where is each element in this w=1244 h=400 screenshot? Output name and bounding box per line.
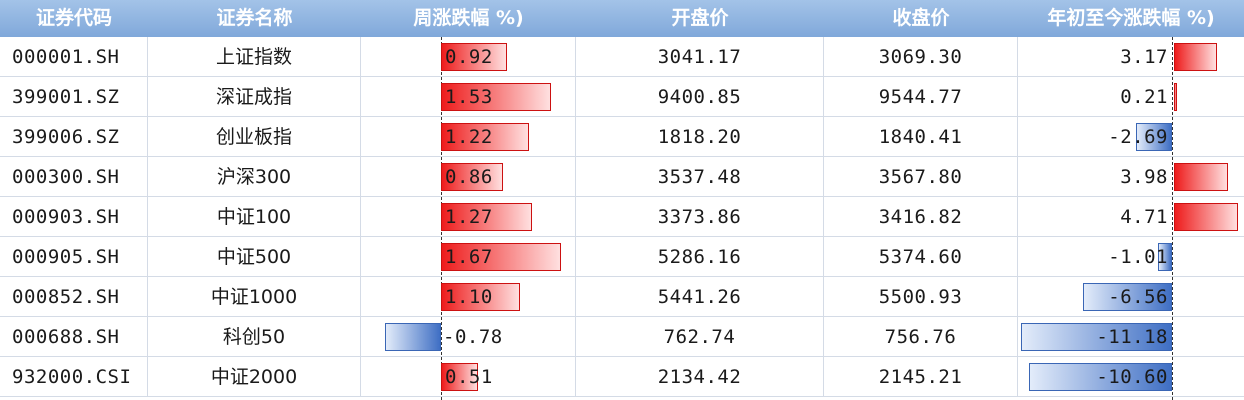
cell-week-change	[361, 317, 576, 357]
cell-code: 399001.SZ	[0, 77, 148, 117]
table-row[interactable]: 932000.CSI 中证2000 2134.42 2145.21	[0, 357, 1244, 397]
week-change-value: 1.22	[445, 126, 493, 148]
cell-open: 5441.26	[576, 277, 824, 317]
table-row[interactable]: 000001.SH 上证指数 3041.17 3069.30	[0, 37, 1244, 77]
header-name[interactable]: 证券名称	[216, 7, 293, 29]
table-header: 证券代码 证券名称 周涨跌幅 %) 开盘价 收盘价 年初至今涨跌幅 %)	[0, 0, 1244, 37]
week-change-value: 1.67	[445, 246, 493, 268]
cell-open: 9400.85	[576, 77, 824, 117]
cell-name: 中证500	[148, 237, 361, 277]
ytd-change-bar	[1083, 283, 1172, 311]
week-change-bar	[441, 43, 508, 71]
cell-close: 1840.41	[824, 117, 1018, 157]
cell-week-change	[361, 197, 576, 237]
ytd-change-bar	[1158, 243, 1172, 271]
table-row[interactable]: 000688.SH 科创50 762.74 756.76	[0, 317, 1244, 357]
table-row[interactable]: 000300.SH 沪深300 3537.48 3567.80	[0, 157, 1244, 197]
cell-close: 5500.93	[824, 277, 1018, 317]
ytd-change-bar	[1028, 363, 1172, 391]
week-change-value: 1.53	[445, 86, 493, 108]
cell-name: 创业板指	[148, 117, 361, 157]
table-row[interactable]: 000905.SH 中证500 5286.16 5374.60	[0, 237, 1244, 277]
cell-code: 000852.SH	[0, 277, 148, 317]
cell-week-change	[361, 117, 576, 157]
table-row[interactable]: 399001.SZ 深证成指 9400.85 9544.77	[0, 77, 1244, 117]
cell-open: 2134.42	[576, 357, 824, 397]
cell-week-change	[361, 237, 576, 277]
week-change-value: -0.78	[443, 326, 503, 348]
cell-code: 000688.SH	[0, 317, 148, 357]
ytd-change-value: 3.17	[1120, 46, 1168, 68]
ytd-change-value: -2.69	[1108, 126, 1168, 148]
header-close[interactable]: 收盘价	[892, 7, 950, 29]
ytd-change-zero-axis	[1172, 37, 1173, 400]
ytd-change-value: -6.56	[1108, 286, 1168, 308]
table-row[interactable]: 000903.SH 中证100 3373.86 3416.82	[0, 197, 1244, 237]
ytd-change-bar	[1174, 163, 1228, 191]
cell-name: 沪深300	[148, 157, 361, 197]
cell-week-change	[361, 77, 576, 117]
cell-close: 5374.60	[824, 237, 1018, 277]
week-change-bar	[441, 243, 562, 271]
ytd-change-value: 3.98	[1120, 166, 1168, 188]
header-ytd-change[interactable]: 年初至今涨跌幅 %)	[1047, 7, 1215, 29]
week-change-value: 1.27	[445, 206, 493, 228]
cell-code: 000001.SH	[0, 37, 148, 77]
cell-close: 3567.80	[824, 157, 1018, 197]
cell-name: 中证100	[148, 197, 361, 237]
cell-code: 000903.SH	[0, 197, 148, 237]
header-code[interactable]: 证券代码	[35, 7, 112, 29]
cell-name: 上证指数	[148, 37, 361, 77]
week-change-bar	[441, 123, 529, 151]
week-change-value: 0.92	[445, 46, 493, 68]
ytd-change-bar	[1174, 203, 1238, 231]
ytd-change-bar	[1174, 83, 1177, 111]
cell-name: 深证成指	[148, 77, 361, 117]
ytd-change-value: -1.01	[1108, 246, 1168, 268]
ytd-change-bar	[1135, 123, 1172, 151]
cell-name: 中证2000	[148, 357, 361, 397]
cell-close: 756.76	[824, 317, 1018, 357]
cell-open: 1818.20	[576, 117, 824, 157]
ytd-change-bar	[1174, 43, 1217, 71]
week-change-bar	[441, 283, 521, 311]
week-change-bar	[441, 163, 503, 191]
cell-code: 000905.SH	[0, 237, 148, 277]
cell-week-change	[361, 37, 576, 77]
cell-close: 3416.82	[824, 197, 1018, 237]
ytd-change-value: -11.18	[1096, 326, 1168, 348]
cell-close: 3069.30	[824, 37, 1018, 77]
week-change-value: 0.86	[445, 166, 493, 188]
cell-name: 科创50	[148, 317, 361, 357]
cell-week-change	[361, 157, 576, 197]
ytd-change-bar	[1021, 323, 1172, 351]
cell-week-change	[361, 277, 576, 317]
cell-close: 2145.21	[824, 357, 1018, 397]
week-change-value: 1.10	[445, 286, 493, 308]
cell-code: 000300.SH	[0, 157, 148, 197]
week-change-value: 0.51	[445, 366, 493, 388]
cell-name: 中证1000	[148, 277, 361, 317]
week-change-bar	[441, 363, 478, 391]
week-change-bar	[384, 323, 441, 351]
cell-open: 3537.48	[576, 157, 824, 197]
cell-open: 762.74	[576, 317, 824, 357]
ytd-change-value: 0.21	[1120, 86, 1168, 108]
cell-code: 932000.CSI	[0, 357, 148, 397]
ytd-change-value: 4.71	[1120, 206, 1168, 228]
header-open[interactable]: 开盘价	[671, 7, 729, 29]
table-row[interactable]: 000852.SH 中证1000 5441.26 5500.93	[0, 277, 1244, 317]
cell-open: 5286.16	[576, 237, 824, 277]
cell-code: 399006.SZ	[0, 117, 148, 157]
cell-close: 9544.77	[824, 77, 1018, 117]
table-row[interactable]: 399006.SZ 创业板指 1818.20 1840.41	[0, 117, 1244, 157]
cell-open: 3041.17	[576, 37, 824, 77]
header-week-change[interactable]: 周涨跌幅 %)	[413, 7, 524, 29]
week-change-bar	[441, 203, 533, 231]
cell-week-change	[361, 357, 576, 397]
ytd-change-value: -10.60	[1096, 366, 1168, 388]
week-change-bar	[441, 83, 552, 111]
cell-open: 3373.86	[576, 197, 824, 237]
